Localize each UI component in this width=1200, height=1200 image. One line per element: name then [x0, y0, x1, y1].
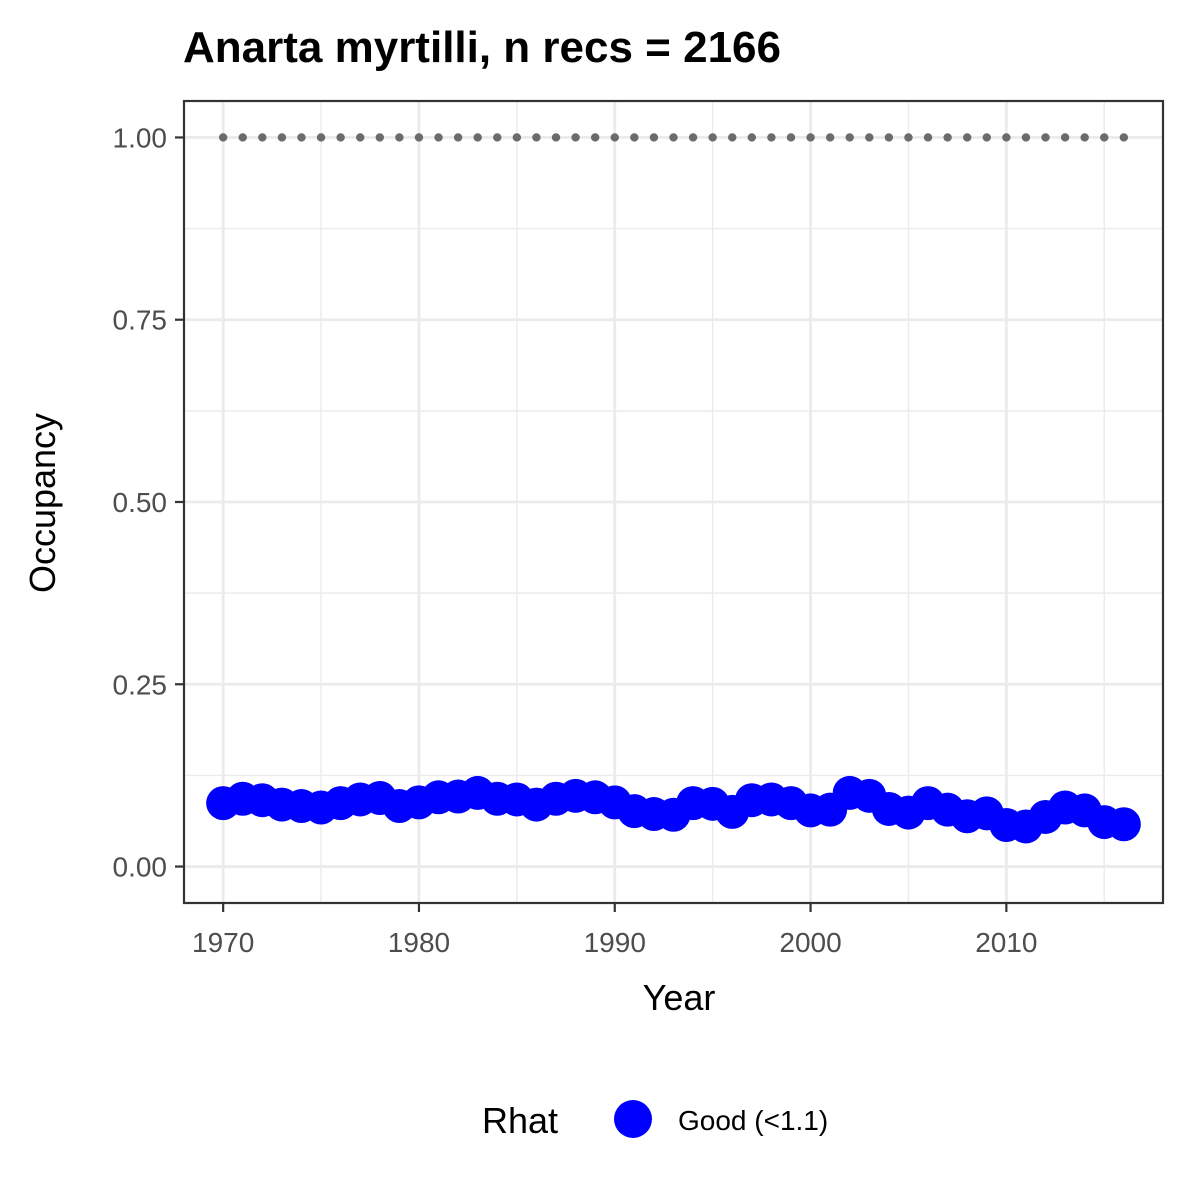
reference-point — [904, 133, 913, 142]
reference-point — [356, 133, 365, 142]
reference-point — [708, 133, 717, 142]
y-axis-title: Occupancy — [22, 413, 63, 593]
x-axis-title: Year — [643, 977, 716, 1018]
reference-point — [590, 133, 600, 142]
reference-point — [512, 133, 522, 142]
reference-point — [375, 133, 384, 142]
reference-point — [884, 133, 894, 142]
legend-key-good — [614, 1100, 652, 1138]
reference-point — [1119, 133, 1129, 142]
reference-point — [414, 133, 424, 142]
reference-point — [806, 133, 815, 142]
reference-point — [1041, 133, 1050, 142]
y-tick-label: 0.00 — [113, 852, 168, 883]
x-tick-label: 1970 — [192, 927, 254, 958]
reference-point — [845, 133, 854, 142]
reference-point — [238, 133, 247, 142]
reference-point — [786, 133, 796, 142]
x-tick-label: 1990 — [584, 927, 646, 958]
reference-point — [551, 133, 561, 142]
reference-point — [336, 133, 345, 142]
x-tick-label: 2000 — [779, 927, 841, 958]
reference-point — [218, 133, 228, 142]
reference-point — [1080, 133, 1089, 142]
reference-point — [1002, 133, 1011, 142]
reference-point — [943, 133, 952, 142]
legend-title: Rhat — [482, 1100, 558, 1141]
y-tick-label: 0.25 — [113, 669, 168, 700]
reference-point — [532, 133, 541, 142]
reference-point — [277, 133, 287, 142]
reference-point — [1021, 133, 1031, 142]
reference-point — [669, 133, 678, 142]
plot-area: 1970 1980 1990 2000 2010 0.00 0.25 0.50 0.75 1.00 — [113, 99, 1165, 958]
reference-point — [297, 133, 306, 142]
reference-point — [728, 133, 737, 142]
reference-point — [453, 133, 463, 142]
y-tick-label: 1.00 — [113, 122, 168, 153]
reference-point — [1060, 133, 1070, 142]
reference-point — [493, 133, 502, 142]
reference-point — [434, 133, 443, 142]
reference-point — [1100, 133, 1109, 142]
reference-point — [258, 133, 267, 142]
reference-point — [923, 133, 933, 142]
reference-point — [865, 133, 874, 142]
reference-point — [767, 133, 776, 142]
reference-point — [610, 133, 619, 142]
reference-point — [571, 133, 580, 142]
legend-label-good: Good (<1.1) — [678, 1105, 828, 1136]
legend: Rhat Good (<1.1) — [482, 1100, 828, 1141]
reference-point — [982, 133, 991, 142]
reference-point — [473, 133, 482, 142]
chart-title: Anarta myrtilli, n recs = 2166 — [183, 23, 781, 72]
data-point — [1106, 807, 1141, 842]
reference-point — [316, 133, 326, 142]
x-tick-label: 2010 — [975, 927, 1037, 958]
reference-point — [825, 133, 835, 142]
reference-point — [649, 133, 659, 142]
reference-point — [688, 133, 698, 142]
x-tick-label: 1980 — [388, 927, 450, 958]
reference-point — [963, 133, 972, 142]
reference-point — [747, 133, 757, 142]
reference-point — [630, 133, 639, 142]
reference-point — [395, 133, 404, 142]
y-tick-label: 0.75 — [113, 305, 168, 336]
y-tick-label: 0.50 — [113, 487, 168, 518]
